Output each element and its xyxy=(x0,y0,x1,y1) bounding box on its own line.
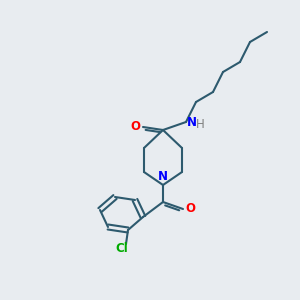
Text: N: N xyxy=(158,170,168,183)
Text: Cl: Cl xyxy=(116,242,128,254)
Text: O: O xyxy=(185,202,195,215)
Text: H: H xyxy=(196,118,205,131)
Text: O: O xyxy=(130,121,140,134)
Text: N: N xyxy=(187,116,197,128)
